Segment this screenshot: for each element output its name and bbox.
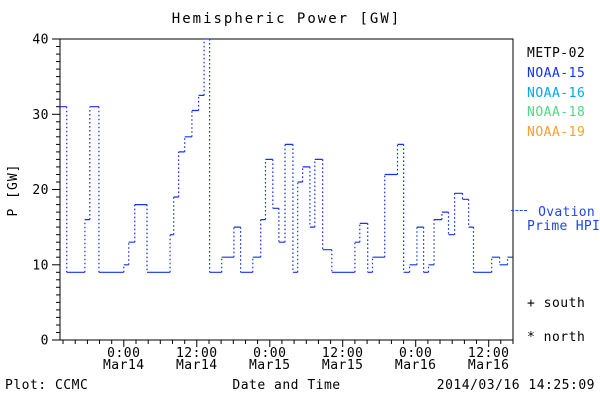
ovation-label-2: Prime HPI [527,219,600,234]
svg-text:20: 20 [32,183,49,198]
north-marker-legend: * north [527,330,585,345]
south-marker-legend: + south [527,296,585,311]
north-label: north [543,330,586,345]
svg-text:40: 40 [32,33,49,48]
svg-text:Mar16: Mar16 [468,358,510,373]
ovation-legend-line1: Ovation [511,206,600,220]
svg-text:0:00: 0:00 [399,346,432,361]
svg-text:Mar14: Mar14 [176,358,218,373]
legend-item-noaa-15: NOAA-15 [527,65,586,81]
x-axis-title: Date and Time [232,378,341,393]
svg-text:Mar15: Mar15 [249,358,291,373]
chart-title: Hemispheric Power [GW] [171,11,402,27]
svg-text:0:00: 0:00 [107,346,140,361]
legend-item-noaa-19: NOAA-19 [527,125,586,141]
svg-text:Mar15: Mar15 [322,358,364,373]
legend-item-noaa-18: NOAA-18 [527,105,586,121]
svg-text:Mar14: Mar14 [103,358,145,373]
svg-text:30: 30 [32,108,49,123]
dashed-line-sample-icon [511,210,527,213]
asterisk-marker-icon: * [527,330,536,345]
legend-item-metp-02: METP-02 [527,46,586,61]
svg-text:12:00: 12:00 [468,346,510,361]
satellite-legend: METP-02 NOAA-15 NOAA-16 NOAA-18 NOAA-19 [527,46,585,145]
ovation-label-1: Ovation [538,205,596,220]
south-label: south [543,296,586,311]
plot-timestamp: 2014/03/16 14:25:09 [436,378,595,393]
svg-text:10: 10 [32,258,49,273]
plot-source-text: Plot: CCMC [5,378,89,393]
ovation-legend: Ovation Prime HPI [511,206,600,234]
svg-text:Mar16: Mar16 [395,358,437,373]
legend-item-noaa-16: NOAA-16 [527,85,586,101]
svg-text:12:00: 12:00 [176,346,218,361]
plus-marker-icon: + [527,296,536,311]
svg-text:12:00: 12:00 [322,346,364,361]
svg-text:0:00: 0:00 [253,346,286,361]
svg-text:0: 0 [41,334,49,349]
